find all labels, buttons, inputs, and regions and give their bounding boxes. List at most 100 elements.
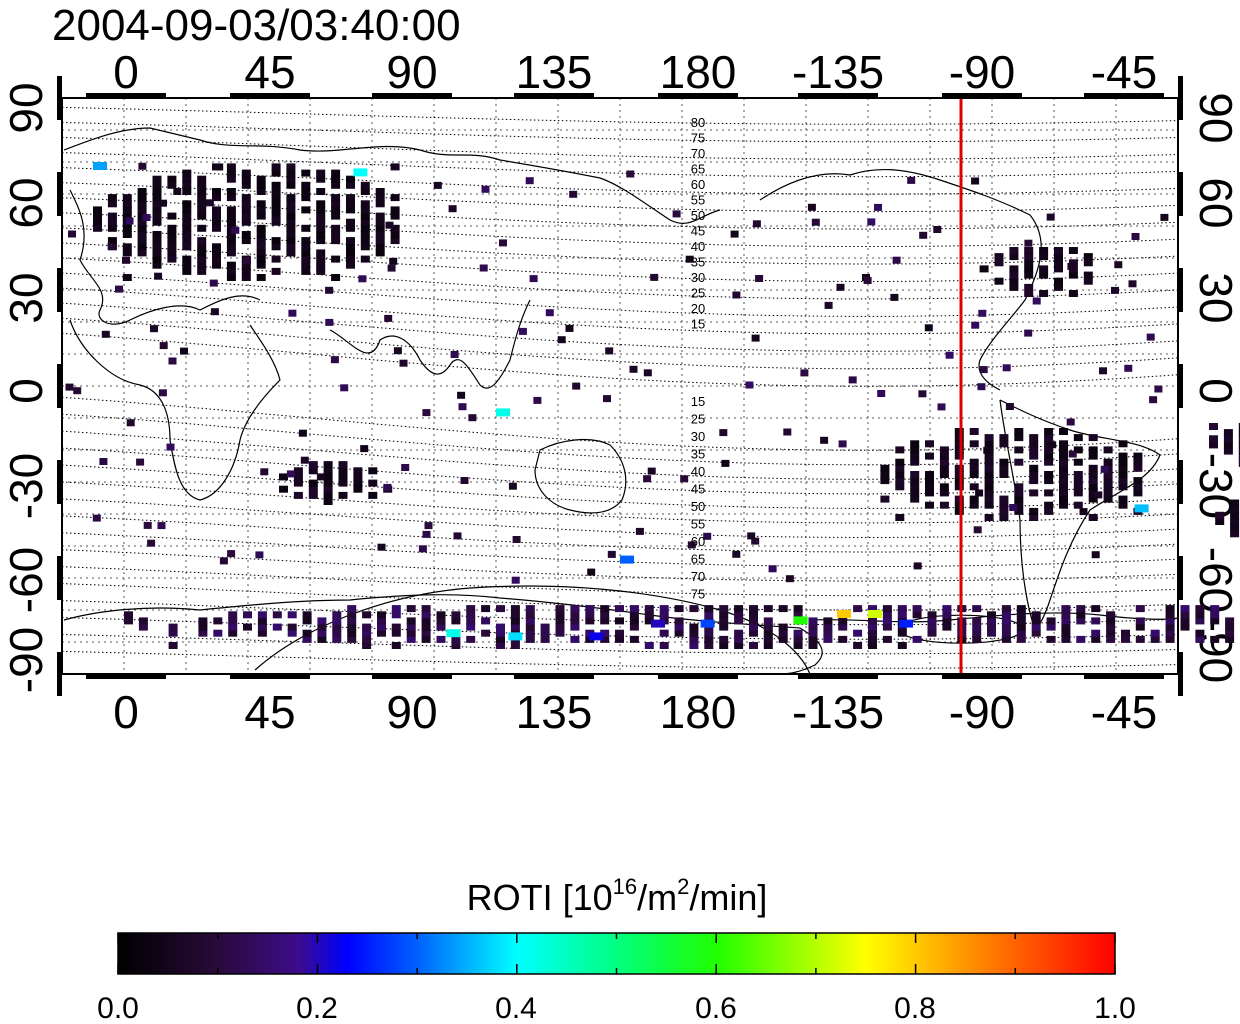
roti-cell xyxy=(793,635,803,643)
roti-cell xyxy=(1180,617,1190,625)
roti-cell xyxy=(458,403,467,411)
roti-cell xyxy=(1029,440,1039,448)
roti-cell xyxy=(368,467,378,475)
roti-cell xyxy=(1223,429,1233,437)
magnetic-latitude-label: 50 xyxy=(691,208,705,223)
roti-cell xyxy=(1046,617,1056,625)
roti-cell xyxy=(197,175,207,183)
roti-cell xyxy=(910,495,920,503)
roti-cell xyxy=(308,461,318,469)
roti-cell xyxy=(925,501,934,509)
roti-cell xyxy=(375,218,385,226)
roti-cell xyxy=(152,243,162,251)
roti-cell xyxy=(600,611,610,619)
roti-cell xyxy=(1009,253,1019,261)
roti-cell xyxy=(362,623,372,631)
roti-cell xyxy=(375,200,385,208)
roti-cell xyxy=(137,218,147,226)
roti-cell xyxy=(1149,396,1158,404)
roti-cell xyxy=(316,200,326,208)
roti-cell xyxy=(353,467,363,475)
magnetic-latitude-label: 35 xyxy=(691,447,705,462)
roti-cell xyxy=(422,409,431,417)
roti-cell xyxy=(1059,483,1068,491)
roti-cell xyxy=(734,629,744,637)
roti-cell xyxy=(1014,495,1024,503)
roti-cell xyxy=(823,623,833,631)
roti-cell xyxy=(751,537,760,545)
top-tick-label: -135 xyxy=(792,46,884,98)
roti-cell xyxy=(301,224,311,232)
roti-cell xyxy=(390,206,400,214)
roti-cell xyxy=(448,205,457,213)
colorbar-tick-label: 0.2 xyxy=(296,992,338,1024)
roti-cell xyxy=(1195,605,1205,613)
roti-cell xyxy=(197,194,207,202)
roti-cell xyxy=(279,473,288,481)
roti-cell xyxy=(152,212,162,220)
roti-cell xyxy=(450,351,459,358)
frame-tick-bar xyxy=(230,93,310,98)
roti-cell xyxy=(152,175,162,183)
roti-cell xyxy=(1133,477,1143,485)
roti-cell xyxy=(167,231,177,238)
frame-tick-bar xyxy=(372,93,452,98)
roti-cell xyxy=(987,623,996,631)
roti-cell xyxy=(159,342,168,350)
roti-cell xyxy=(910,452,920,460)
roti-cell xyxy=(836,283,845,291)
roti-cell xyxy=(927,611,937,619)
roti-cell xyxy=(942,617,952,625)
roti-hotspot xyxy=(508,632,523,641)
roti-cell xyxy=(347,611,357,619)
roti-cell xyxy=(331,181,341,189)
roti-cell xyxy=(863,277,872,284)
roti-cell xyxy=(496,629,505,637)
colorbar-gradient xyxy=(117,932,1116,975)
roti-cell xyxy=(301,194,311,202)
roti-cell xyxy=(687,541,696,549)
roti-cell xyxy=(954,501,964,509)
roti-cell xyxy=(271,163,281,171)
roti-cell xyxy=(984,489,994,497)
frame-tick-bar xyxy=(86,93,166,98)
roti-cell xyxy=(749,623,758,631)
roti-cell xyxy=(481,605,491,613)
roti-cell xyxy=(436,635,446,643)
roti-cell xyxy=(1238,453,1240,461)
roti-cell xyxy=(939,446,949,454)
roti-cell xyxy=(808,635,818,643)
frame-tick-bar xyxy=(1178,652,1183,696)
roti-cell xyxy=(331,175,341,183)
roti-cell xyxy=(1054,259,1063,267)
roti-cell xyxy=(882,611,892,619)
roti-cell xyxy=(377,629,386,637)
roti-cell xyxy=(972,605,982,613)
roti-cell xyxy=(1054,283,1063,291)
roti-cell xyxy=(525,611,535,619)
roti-cell xyxy=(975,489,984,497)
roti-cell xyxy=(271,206,281,214)
roti-cell xyxy=(1223,435,1233,443)
bottom-tick-label: 180 xyxy=(660,686,737,738)
roti-cell xyxy=(557,336,566,344)
roti-cell xyxy=(984,495,994,503)
roti-cell xyxy=(1059,428,1068,435)
roti-cell xyxy=(1001,623,1011,631)
roti-cell xyxy=(540,635,550,643)
roti-cell xyxy=(137,224,147,232)
roti-cell xyxy=(107,243,116,250)
roti-cell xyxy=(912,605,922,613)
roti-cell xyxy=(939,501,949,509)
frame-tick-bar xyxy=(658,674,738,679)
roti-cell xyxy=(585,611,595,619)
roti-cell xyxy=(197,255,207,263)
roti-cell xyxy=(154,272,163,280)
roti-cell xyxy=(1238,429,1240,437)
roti-cell xyxy=(880,471,890,478)
magnetic-latitude-label: 20 xyxy=(691,301,705,316)
roti-cell xyxy=(838,635,848,643)
roti-cell xyxy=(1114,261,1123,269)
roti-cell xyxy=(421,611,431,619)
roti-cell xyxy=(1210,611,1220,619)
